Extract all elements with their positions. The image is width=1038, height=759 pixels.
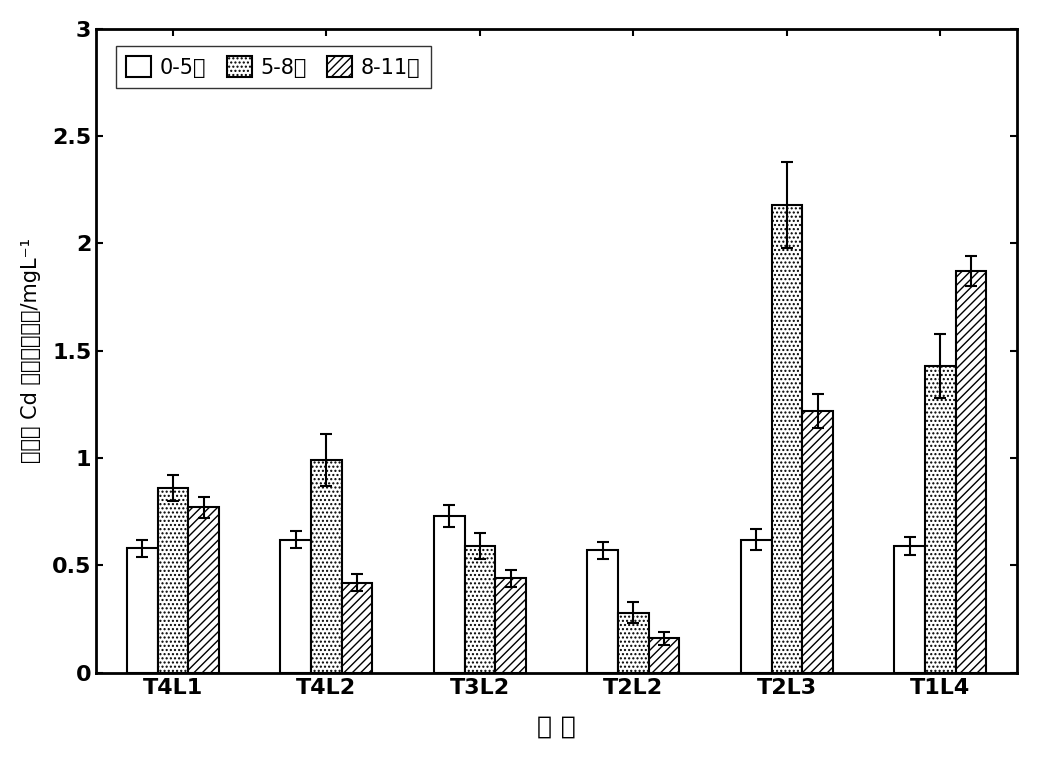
Bar bbox=[127, 548, 158, 672]
Bar bbox=[771, 205, 802, 672]
Bar bbox=[741, 540, 771, 672]
Bar bbox=[895, 546, 925, 672]
Bar bbox=[158, 488, 188, 672]
Bar bbox=[802, 411, 832, 672]
Bar bbox=[434, 516, 465, 672]
Bar bbox=[956, 271, 986, 672]
Bar bbox=[465, 546, 495, 672]
Bar bbox=[311, 460, 342, 672]
Bar bbox=[342, 582, 373, 672]
Y-axis label: 溶液中 Cd 浓度的减少量/mgL⁻¹: 溶液中 Cd 浓度的减少量/mgL⁻¹ bbox=[21, 238, 40, 463]
Bar bbox=[925, 366, 956, 672]
Bar bbox=[618, 613, 649, 672]
Bar bbox=[588, 550, 618, 672]
Legend: 0-5天, 5-8天, 8-11天: 0-5天, 5-8天, 8-11天 bbox=[116, 46, 431, 88]
X-axis label: 处 理: 处 理 bbox=[538, 714, 576, 739]
Bar bbox=[280, 540, 311, 672]
Bar bbox=[188, 508, 219, 672]
Bar bbox=[649, 638, 680, 672]
Bar bbox=[495, 578, 526, 672]
